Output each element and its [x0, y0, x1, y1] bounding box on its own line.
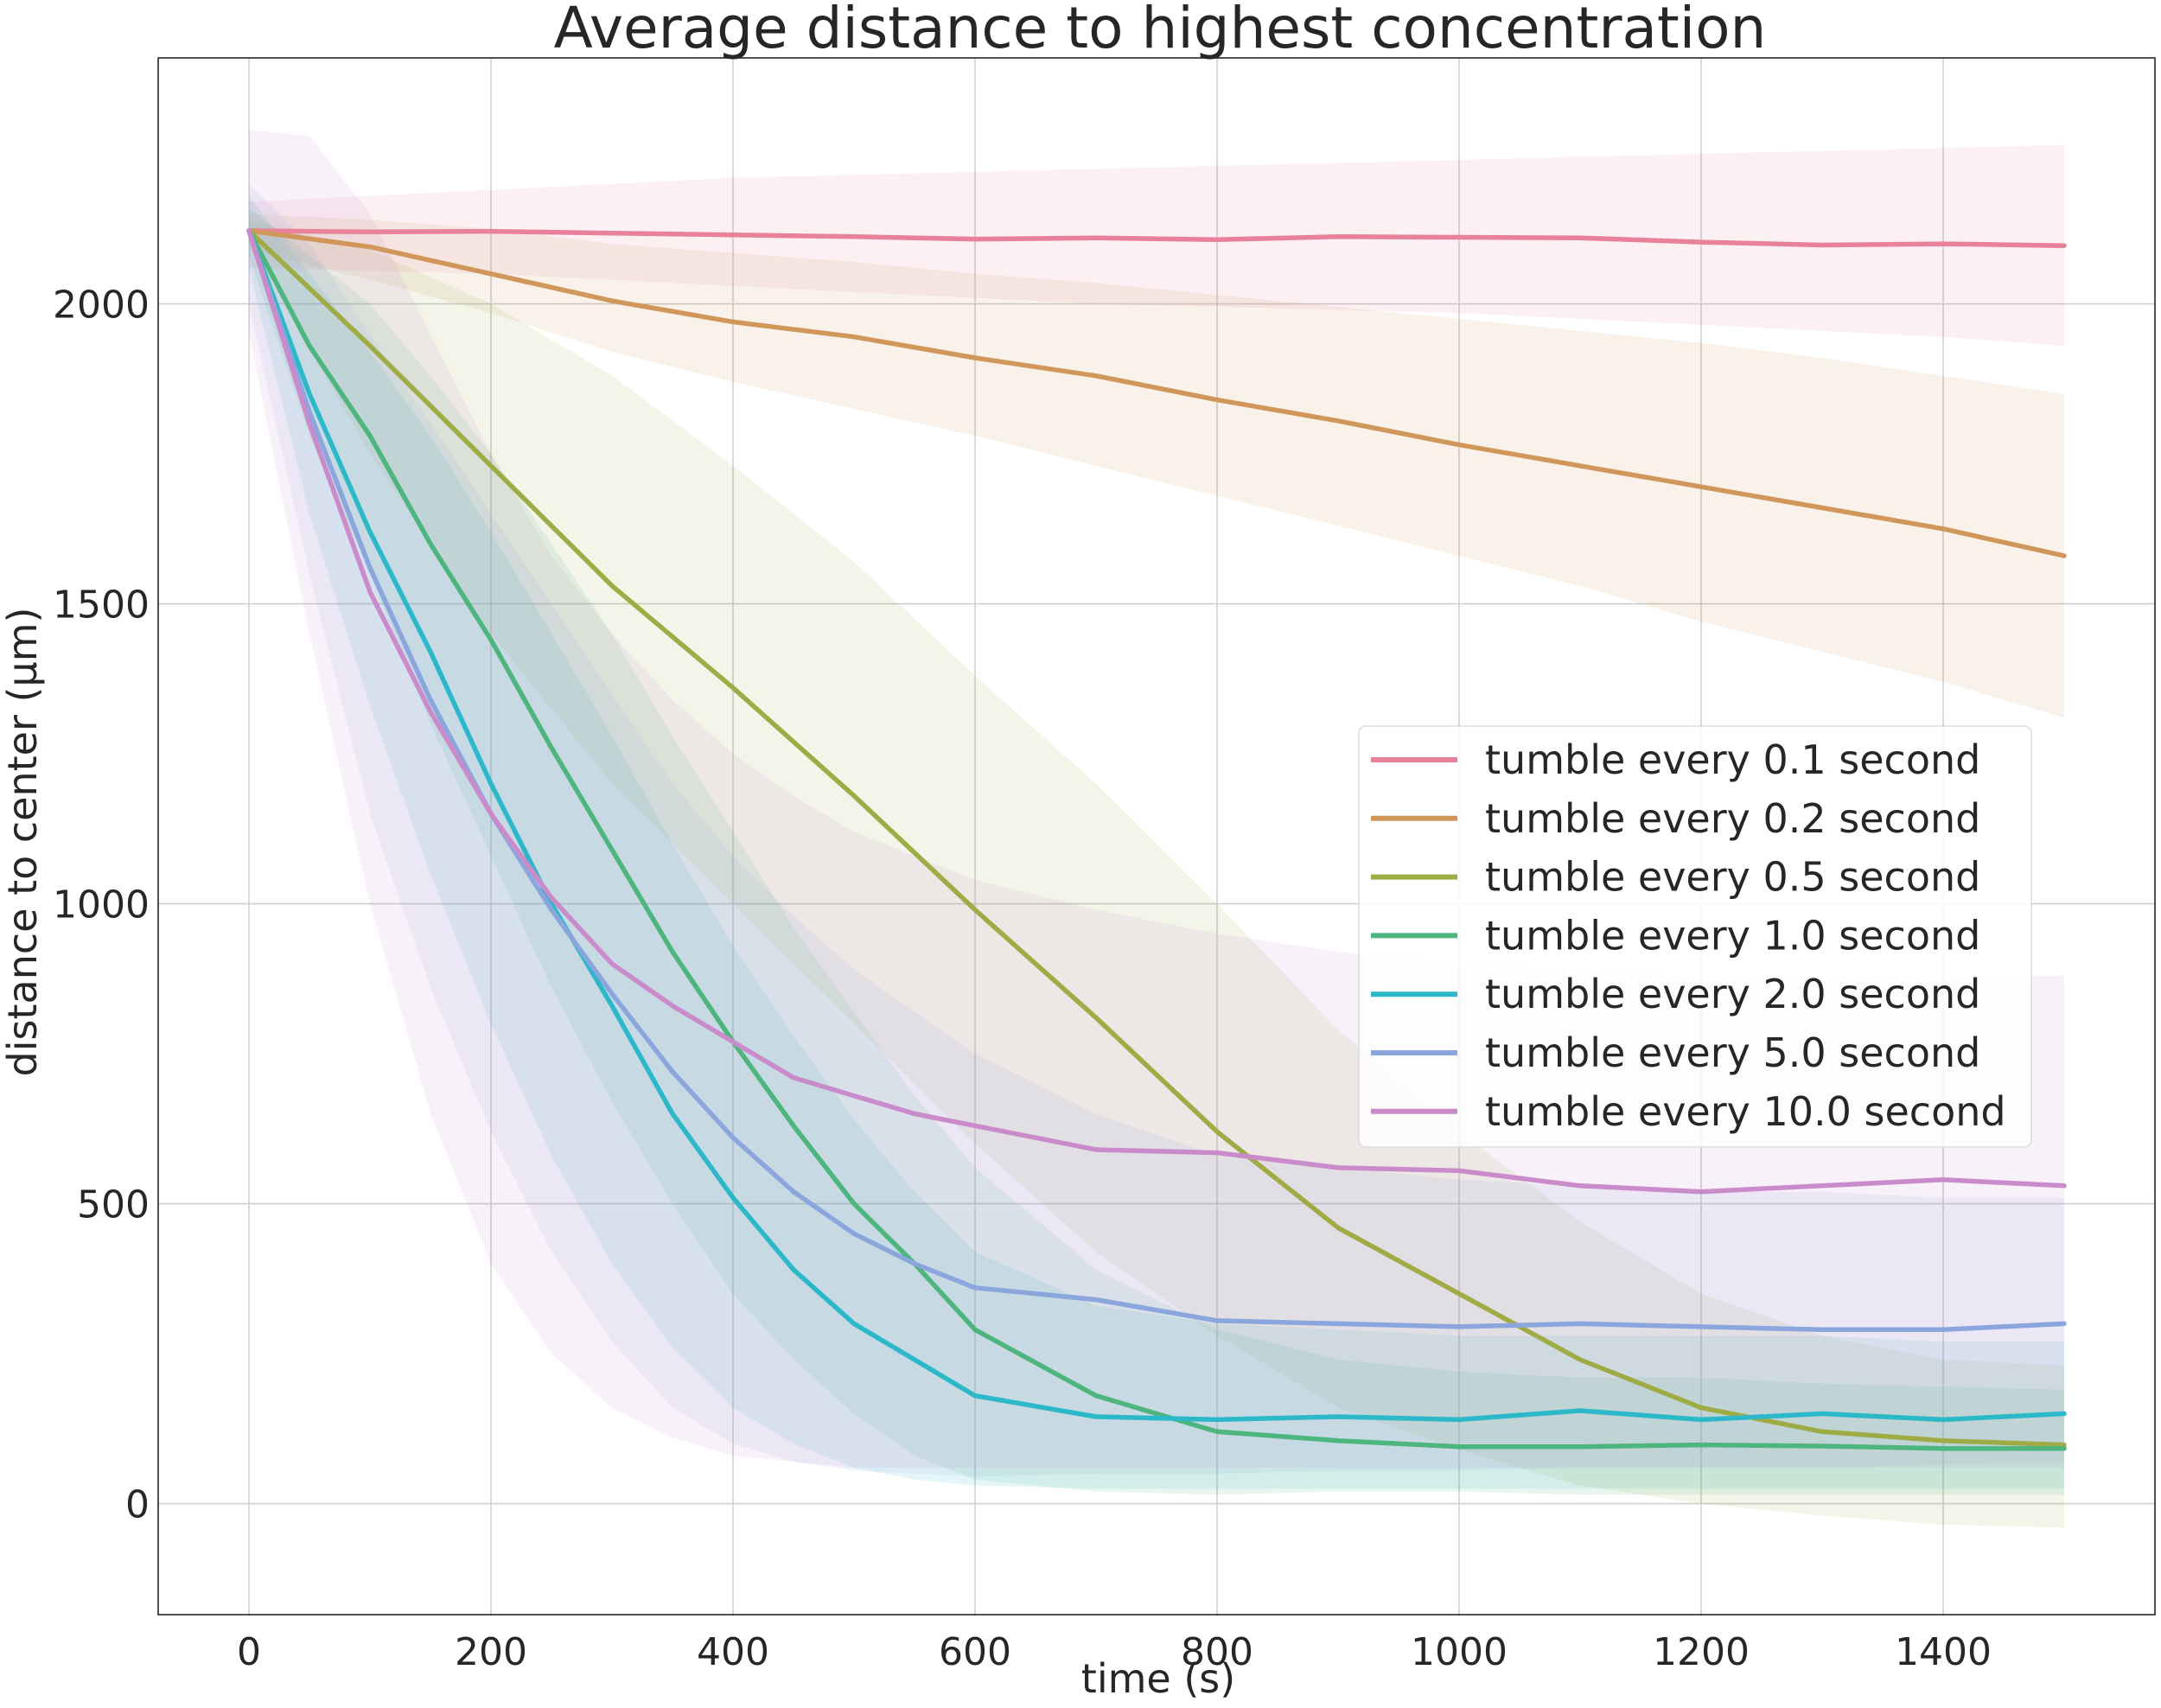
series-band-2 [249, 220, 2064, 1528]
series-line-3 [246, 228, 2067, 1451]
series-lines [246, 228, 2067, 1451]
plot-frame [157, 57, 2156, 1616]
chart-title: Average distance to highest concentratio… [554, 0, 1767, 61]
x-tick-label: 1000 [1411, 1630, 1508, 1674]
legend-label-3: tumble every 1.0 second [1485, 912, 1980, 959]
x-tick-label: 1200 [1653, 1630, 1750, 1674]
x-axis-label: time (s) [1081, 1655, 1235, 1702]
y-tick-label: 1000 [53, 883, 150, 927]
y-axis-ticks: 0 500 1000 1500 2000 [53, 284, 150, 1527]
series-line-2 [246, 228, 2067, 1448]
x-tick-label: 1400 [1895, 1630, 1992, 1674]
y-tick-label: 2000 [53, 284, 150, 328]
y-tick-label: 0 [125, 1483, 150, 1527]
y-axis-label: distance to center (μm) [0, 608, 46, 1077]
series-band-0 [249, 144, 2064, 347]
series-line-0 [246, 228, 2067, 248]
x-axis-ticks: 0 200 400 600 800 1000 1200 1400 [237, 1630, 1992, 1674]
series-band-4 [249, 195, 2064, 1489]
legend: tumble every 0.1 second tumble every 0.2 … [1358, 725, 2032, 1148]
series-line-6 [246, 228, 2067, 1195]
legend-label-0: tumble every 0.1 second [1485, 736, 1980, 783]
series-band-3 [249, 207, 2064, 1495]
legend-label-2: tumble every 0.5 second [1485, 854, 1980, 901]
x-tick-label: 400 [697, 1630, 769, 1674]
legend-box [1358, 725, 2032, 1148]
series-line-5 [246, 228, 2067, 1333]
x-tick-label: 200 [455, 1630, 527, 1674]
x-tick-label: 800 [1181, 1630, 1253, 1674]
x-tick-label: 0 [237, 1630, 261, 1674]
legend-label-6: tumble every 10.0 second [1485, 1088, 2006, 1135]
series-band-1 [249, 214, 2064, 718]
series-line-4 [246, 228, 2067, 1423]
legend-label-4: tumble every 2.0 second [1485, 971, 1980, 1017]
legend-label-1: tumble every 0.2 second [1485, 795, 1980, 842]
legend-label-5: tumble every 5.0 second [1485, 1029, 1980, 1076]
x-tick-label: 600 [939, 1630, 1011, 1674]
y-tick-label: 500 [77, 1183, 150, 1227]
y-tick-label: 1500 [53, 583, 150, 628]
series-line-1 [246, 228, 2067, 558]
